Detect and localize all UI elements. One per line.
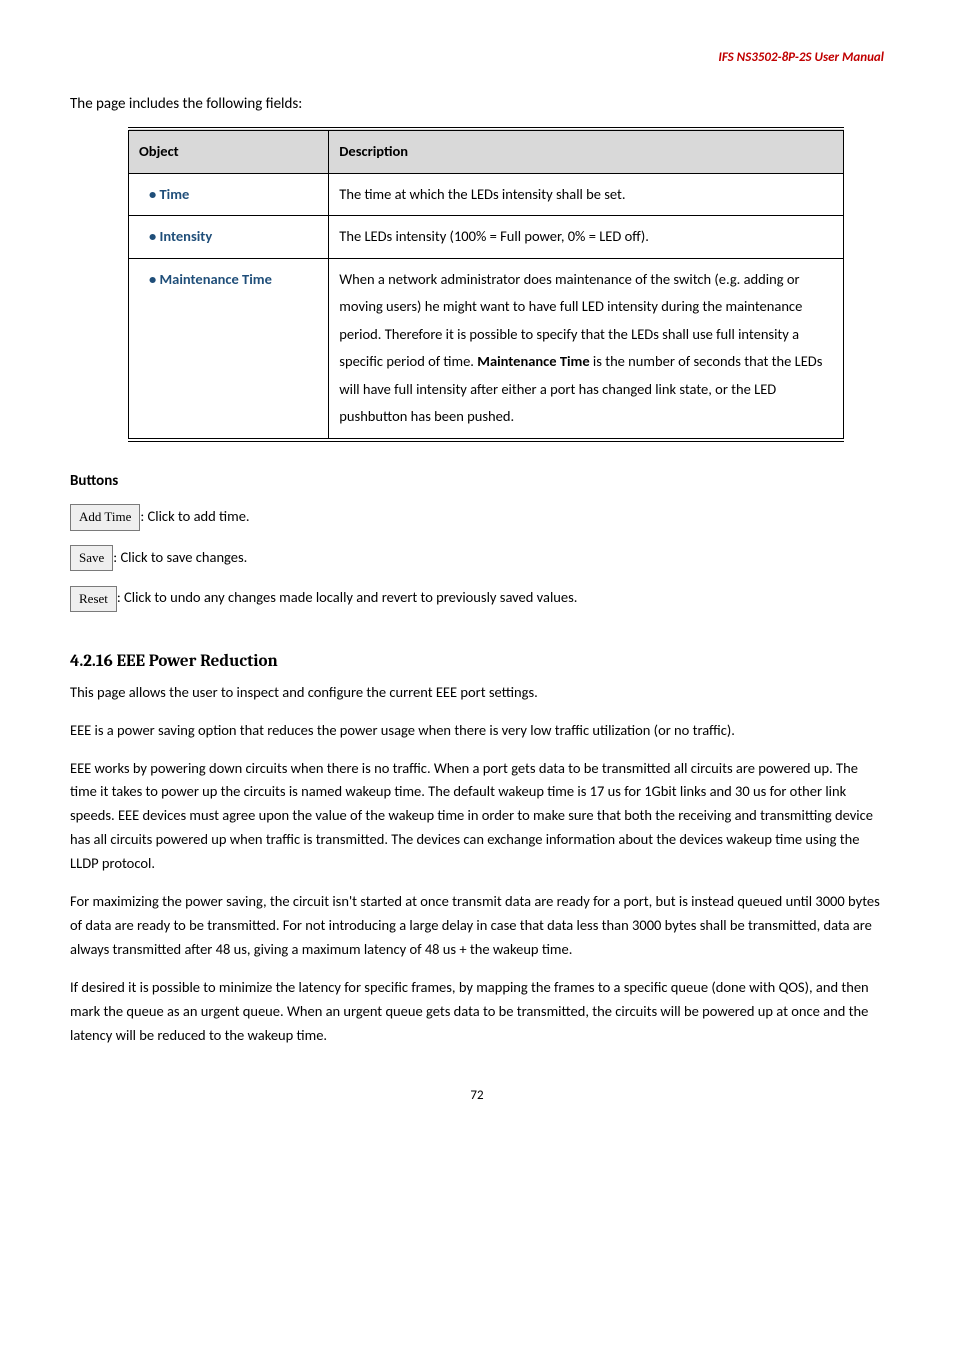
desc-text-bold: Maintenance Time (477, 352, 589, 370)
page-header-product: IFS NS3502-8P-2S User Manual (70, 50, 884, 65)
object-label: Time (160, 185, 190, 203)
object-label: Maintenance Time (160, 270, 272, 288)
object-cell-intensity: • Intensity (129, 216, 329, 259)
intro-text: The page includes the following fields: (70, 95, 884, 113)
section-p1: This page allows the user to inspect and… (70, 681, 884, 705)
button-line-add-time: Add Time: Click to add time. (70, 504, 884, 531)
section-title: 4.2.16 EEE Power Reduction (70, 652, 884, 671)
add-time-desc: : Click to add time. (140, 507, 249, 525)
object-cell-time: • Time (129, 173, 329, 216)
save-button[interactable]: Save (70, 545, 113, 571)
desc-cell-maintenance-time: When a network administrator does mainte… (329, 258, 844, 440)
fields-table: Object Description • Time The time at wh… (128, 127, 844, 442)
button-line-reset: Reset: Click to undo any changes made lo… (70, 585, 884, 612)
object-cell-maintenance-time: • Maintenance Time (129, 258, 329, 440)
reset-desc: : Click to undo any changes made locally… (117, 588, 578, 606)
table-row: • Time The time at which the LEDs intens… (129, 173, 844, 216)
save-desc: : Click to save changes. (113, 548, 247, 566)
bullet-icon: • (139, 227, 160, 245)
section-p3: EEE works by powering down circuits when… (70, 757, 884, 877)
object-label: Intensity (160, 227, 213, 245)
section-p2: EEE is a power saving option that reduce… (70, 719, 884, 743)
buttons-heading: Buttons (70, 472, 884, 490)
col-header-object: Object (129, 129, 329, 173)
desc-cell-time: The time at which the LEDs intensity sha… (329, 173, 844, 216)
desc-cell-intensity: The LEDs intensity (100% = Full power, 0… (329, 216, 844, 259)
reset-button[interactable]: Reset (70, 586, 117, 612)
table-row: • Intensity The LEDs intensity (100% = F… (129, 216, 844, 259)
bullet-icon: • (139, 185, 160, 203)
button-line-save: Save: Click to save changes. (70, 545, 884, 572)
page-number: 72 (70, 1088, 884, 1103)
bullet-icon: • (139, 270, 160, 288)
section-p4: For maximizing the power saving, the cir… (70, 890, 884, 962)
section-p5: If desired it is possible to minimize th… (70, 976, 884, 1048)
table-row: • Maintenance Time When a network admini… (129, 258, 844, 440)
add-time-button[interactable]: Add Time (70, 504, 140, 530)
col-header-description: Description (329, 129, 844, 173)
